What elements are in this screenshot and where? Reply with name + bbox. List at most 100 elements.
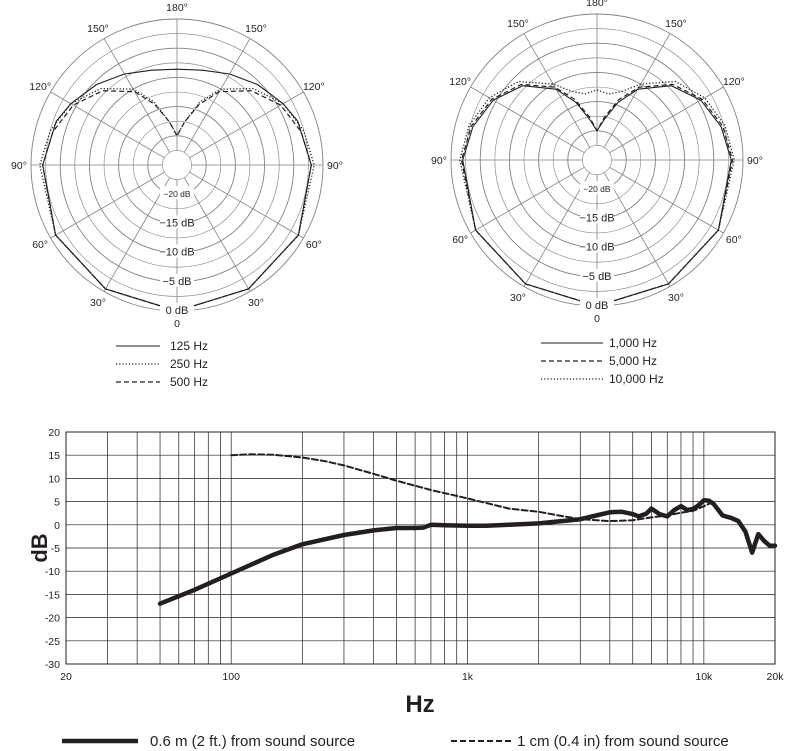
x-tick-label: 10k [695,671,713,683]
angle-label: 120° [723,76,745,88]
angle-label: 150° [245,23,267,35]
y-tick-label: -5 [51,543,60,555]
polar-series-line [459,80,735,307]
db-label: −10 dB [579,242,614,254]
angle-label: 30° [248,297,264,309]
angle-label: 180° [166,2,188,14]
polar-spoke [603,33,671,148]
polar-spoke [603,172,671,287]
polar-plot-high: 180° 150° 150° 120° 120° 90° 90° 60° 60° 30° 30° 0 −… [431,0,763,325]
polar-legend-high: 1,000 Hz 5,000 Hz 10,000 Hz [541,336,664,386]
angle-label: 30° [668,292,684,304]
polar-labels: 180° 150° 150° 120° 120° 90° 90° 60° 60° 30° 30° 0 −… [431,0,763,325]
angle-label: 180° [586,0,608,9]
db-label-bg [580,181,614,195]
angle-label: 150° [87,23,109,35]
db-label-bg [160,303,194,316]
x-tick-label: 20k [767,671,785,683]
db-label-bg [580,239,614,253]
db-label: 0 dB [586,300,609,312]
x-axis-label: Hz [405,691,434,718]
freq-series-line [157,497,778,606]
db-label: 0 dB [166,305,189,317]
legend-label-10000: 10,000 Hz [609,372,664,386]
angle-label: 60° [452,234,468,246]
db-label-bg [160,215,194,229]
db-label: −5 dB [582,271,611,283]
polar-spoke [50,91,165,159]
db-label: −20 dB [163,189,191,199]
y-tick-label: 5 [54,497,60,509]
legend-label-1000: 1,000 Hz [609,336,657,350]
db-label-bg [580,268,614,282]
y-tick-label: 15 [48,450,60,462]
angle-label: 90° [327,160,343,172]
db-label: −10 dB [159,247,194,259]
angle-label: 90° [747,155,763,167]
angle-label: 60° [32,239,48,251]
polar-series [459,80,735,307]
polar-spoke [523,33,591,148]
db-label: −20 dB [583,184,611,194]
polar-spoke [183,38,251,153]
x-tick-label: 1k [462,671,474,683]
db-label-bg [160,244,194,258]
polar-spoke [103,38,171,153]
angle-label: 90° [11,160,27,172]
x-tick-label: 100 [222,671,240,683]
polar-spoke [189,171,304,239]
polar-spoke [470,166,585,234]
freq-series [157,453,778,606]
y-tick-label: -10 [45,566,60,578]
polar-series-line [460,83,734,307]
freq-series-line [230,453,715,523]
y-tick-label: -20 [45,613,60,625]
db-label: −5 dB [162,276,191,288]
legend-label-far: 0.6 m (2 ft.) from sound source [150,733,355,750]
polar-labels: 180° 150° 150° 120° 120° 90° 90° 60° 60° 30° 30° 0 −… [11,2,343,330]
db-label-bg [580,298,614,311]
polar-legend-low: 125 Hz 250 Hz 500 Hz [116,339,208,389]
polar-spoke [609,86,724,154]
y-tick-label: -30 [45,659,60,671]
legend-label-125: 125 Hz [170,339,208,353]
db-label-bg [580,210,614,224]
db-label-bg [160,186,194,200]
db-label: −15 dB [159,217,194,229]
frequency-legend: 0.6 m (2 ft.) from sound source 1 cm (0.… [62,733,729,750]
y-tick-label: -15 [45,589,60,601]
legend-label-5000: 5,000 Hz [609,354,657,368]
polar-series [39,68,315,312]
polar-spoke [183,177,251,292]
angle-label: 120° [29,81,51,93]
polar-grid [30,18,324,312]
y-tick-label: 20 [48,427,60,439]
polar-ring [162,150,192,180]
legend-label-250: 250 Hz [170,357,208,371]
angle-label: 150° [507,18,529,30]
freq-grid [65,431,776,665]
polar-spoke [523,172,591,287]
polar-spoke [50,171,165,239]
angle-label: 0 [594,313,600,325]
y-axis-label: dB [27,533,52,562]
polar-spoke [189,91,304,159]
angle-label: 150° [665,18,687,30]
angle-label: 60° [306,239,322,251]
angle-label: 120° [303,81,325,93]
angle-label: 120° [449,76,471,88]
polar-plot-low: 180° 150° 150° 120° 120° 90° 90° 60° 60° 30° 30° 0 −… [11,2,343,330]
polar-spoke [609,166,724,234]
angle-label: 30° [90,297,106,309]
y-tick-label: -25 [45,636,60,648]
angle-label: 0 [174,318,180,330]
db-label: −15 dB [579,212,614,224]
angle-label: 90° [431,155,447,167]
db-label-bg [160,273,194,287]
x-tick-label: 20 [60,671,72,683]
legend-label-near: 1 cm (0.4 in) from sound source [517,733,729,750]
polar-spoke [103,177,171,292]
